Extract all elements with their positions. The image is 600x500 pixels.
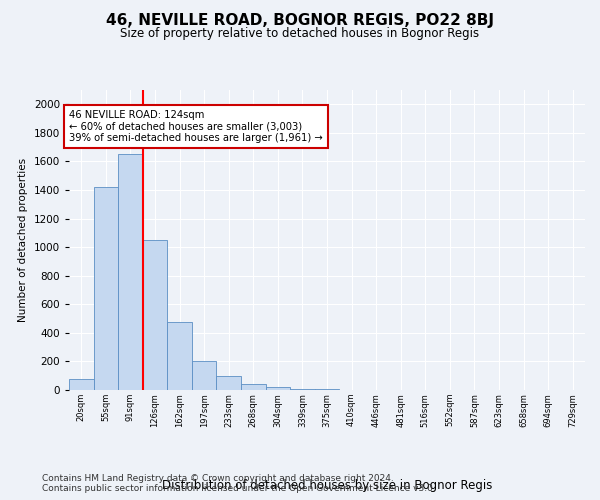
Bar — [266, 387, 290, 390]
Text: Size of property relative to detached houses in Bognor Regis: Size of property relative to detached ho… — [121, 28, 479, 40]
Text: 46 NEVILLE ROAD: 124sqm
← 60% of detached houses are smaller (3,003)
39% of semi: 46 NEVILLE ROAD: 124sqm ← 60% of detache… — [70, 110, 323, 143]
Bar — [167, 322, 192, 390]
Bar — [143, 240, 167, 390]
Bar — [94, 187, 118, 390]
Bar — [241, 384, 266, 390]
Text: 46, NEVILLE ROAD, BOGNOR REGIS, PO22 8BJ: 46, NEVILLE ROAD, BOGNOR REGIS, PO22 8BJ — [106, 12, 494, 28]
Bar — [69, 380, 94, 390]
X-axis label: Distribution of detached houses by size in Bognor Regis: Distribution of detached houses by size … — [162, 480, 492, 492]
Text: Contains HM Land Registry data © Crown copyright and database right 2024.: Contains HM Land Registry data © Crown c… — [42, 474, 394, 483]
Bar — [192, 362, 217, 390]
Y-axis label: Number of detached properties: Number of detached properties — [18, 158, 28, 322]
Bar — [217, 376, 241, 390]
Text: Contains public sector information licensed under the Open Government Licence v3: Contains public sector information licen… — [42, 484, 436, 493]
Bar — [290, 388, 315, 390]
Bar — [118, 154, 143, 390]
